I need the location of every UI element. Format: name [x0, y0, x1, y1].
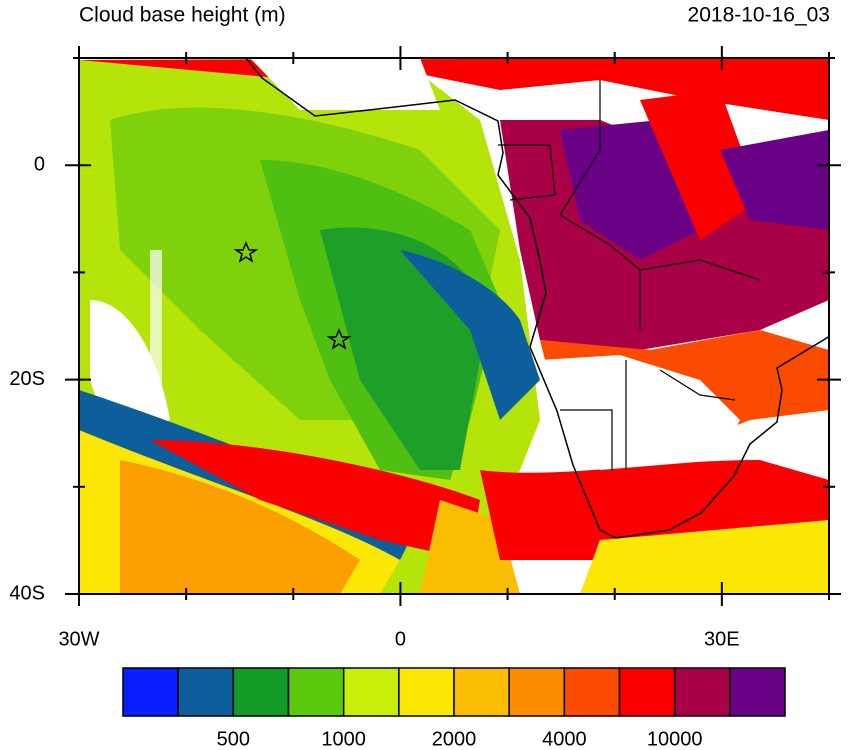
colorbar-box [508, 667, 566, 717]
colorbar-label: 10000 [647, 728, 703, 750]
colorbar-box [729, 667, 786, 717]
colorbar-box [673, 667, 731, 717]
timestamp: 2018-10-16_03 [688, 4, 830, 27]
x-tick-label: 30W [58, 628, 99, 650]
colorbar-label: 1000 [321, 728, 366, 750]
colorbar-label: 500 [217, 728, 250, 750]
colorbar-label: 4000 [542, 728, 587, 750]
colorbar-box [618, 667, 676, 717]
x-tick-label: 30E [704, 628, 740, 650]
colorbar-box [287, 667, 345, 717]
colorbar-box [398, 667, 455, 717]
y-tick-label: 0 [34, 153, 45, 175]
y-tick-label: 20S [9, 368, 45, 390]
map-title: Cloud base height (m) [79, 4, 286, 27]
colorbar-box [563, 667, 621, 717]
colorbar-label: 2000 [432, 728, 477, 750]
map-frame [78, 57, 830, 595]
cloud-field [79, 58, 829, 594]
colorbar-box [342, 667, 400, 717]
x-tick-label: 0 [395, 628, 406, 650]
colorbar-box [453, 667, 510, 717]
colorbar-box [122, 667, 179, 717]
y-tick-label: 40S [9, 582, 45, 604]
colorbar-box [177, 667, 235, 717]
colorbar-box [232, 667, 290, 717]
